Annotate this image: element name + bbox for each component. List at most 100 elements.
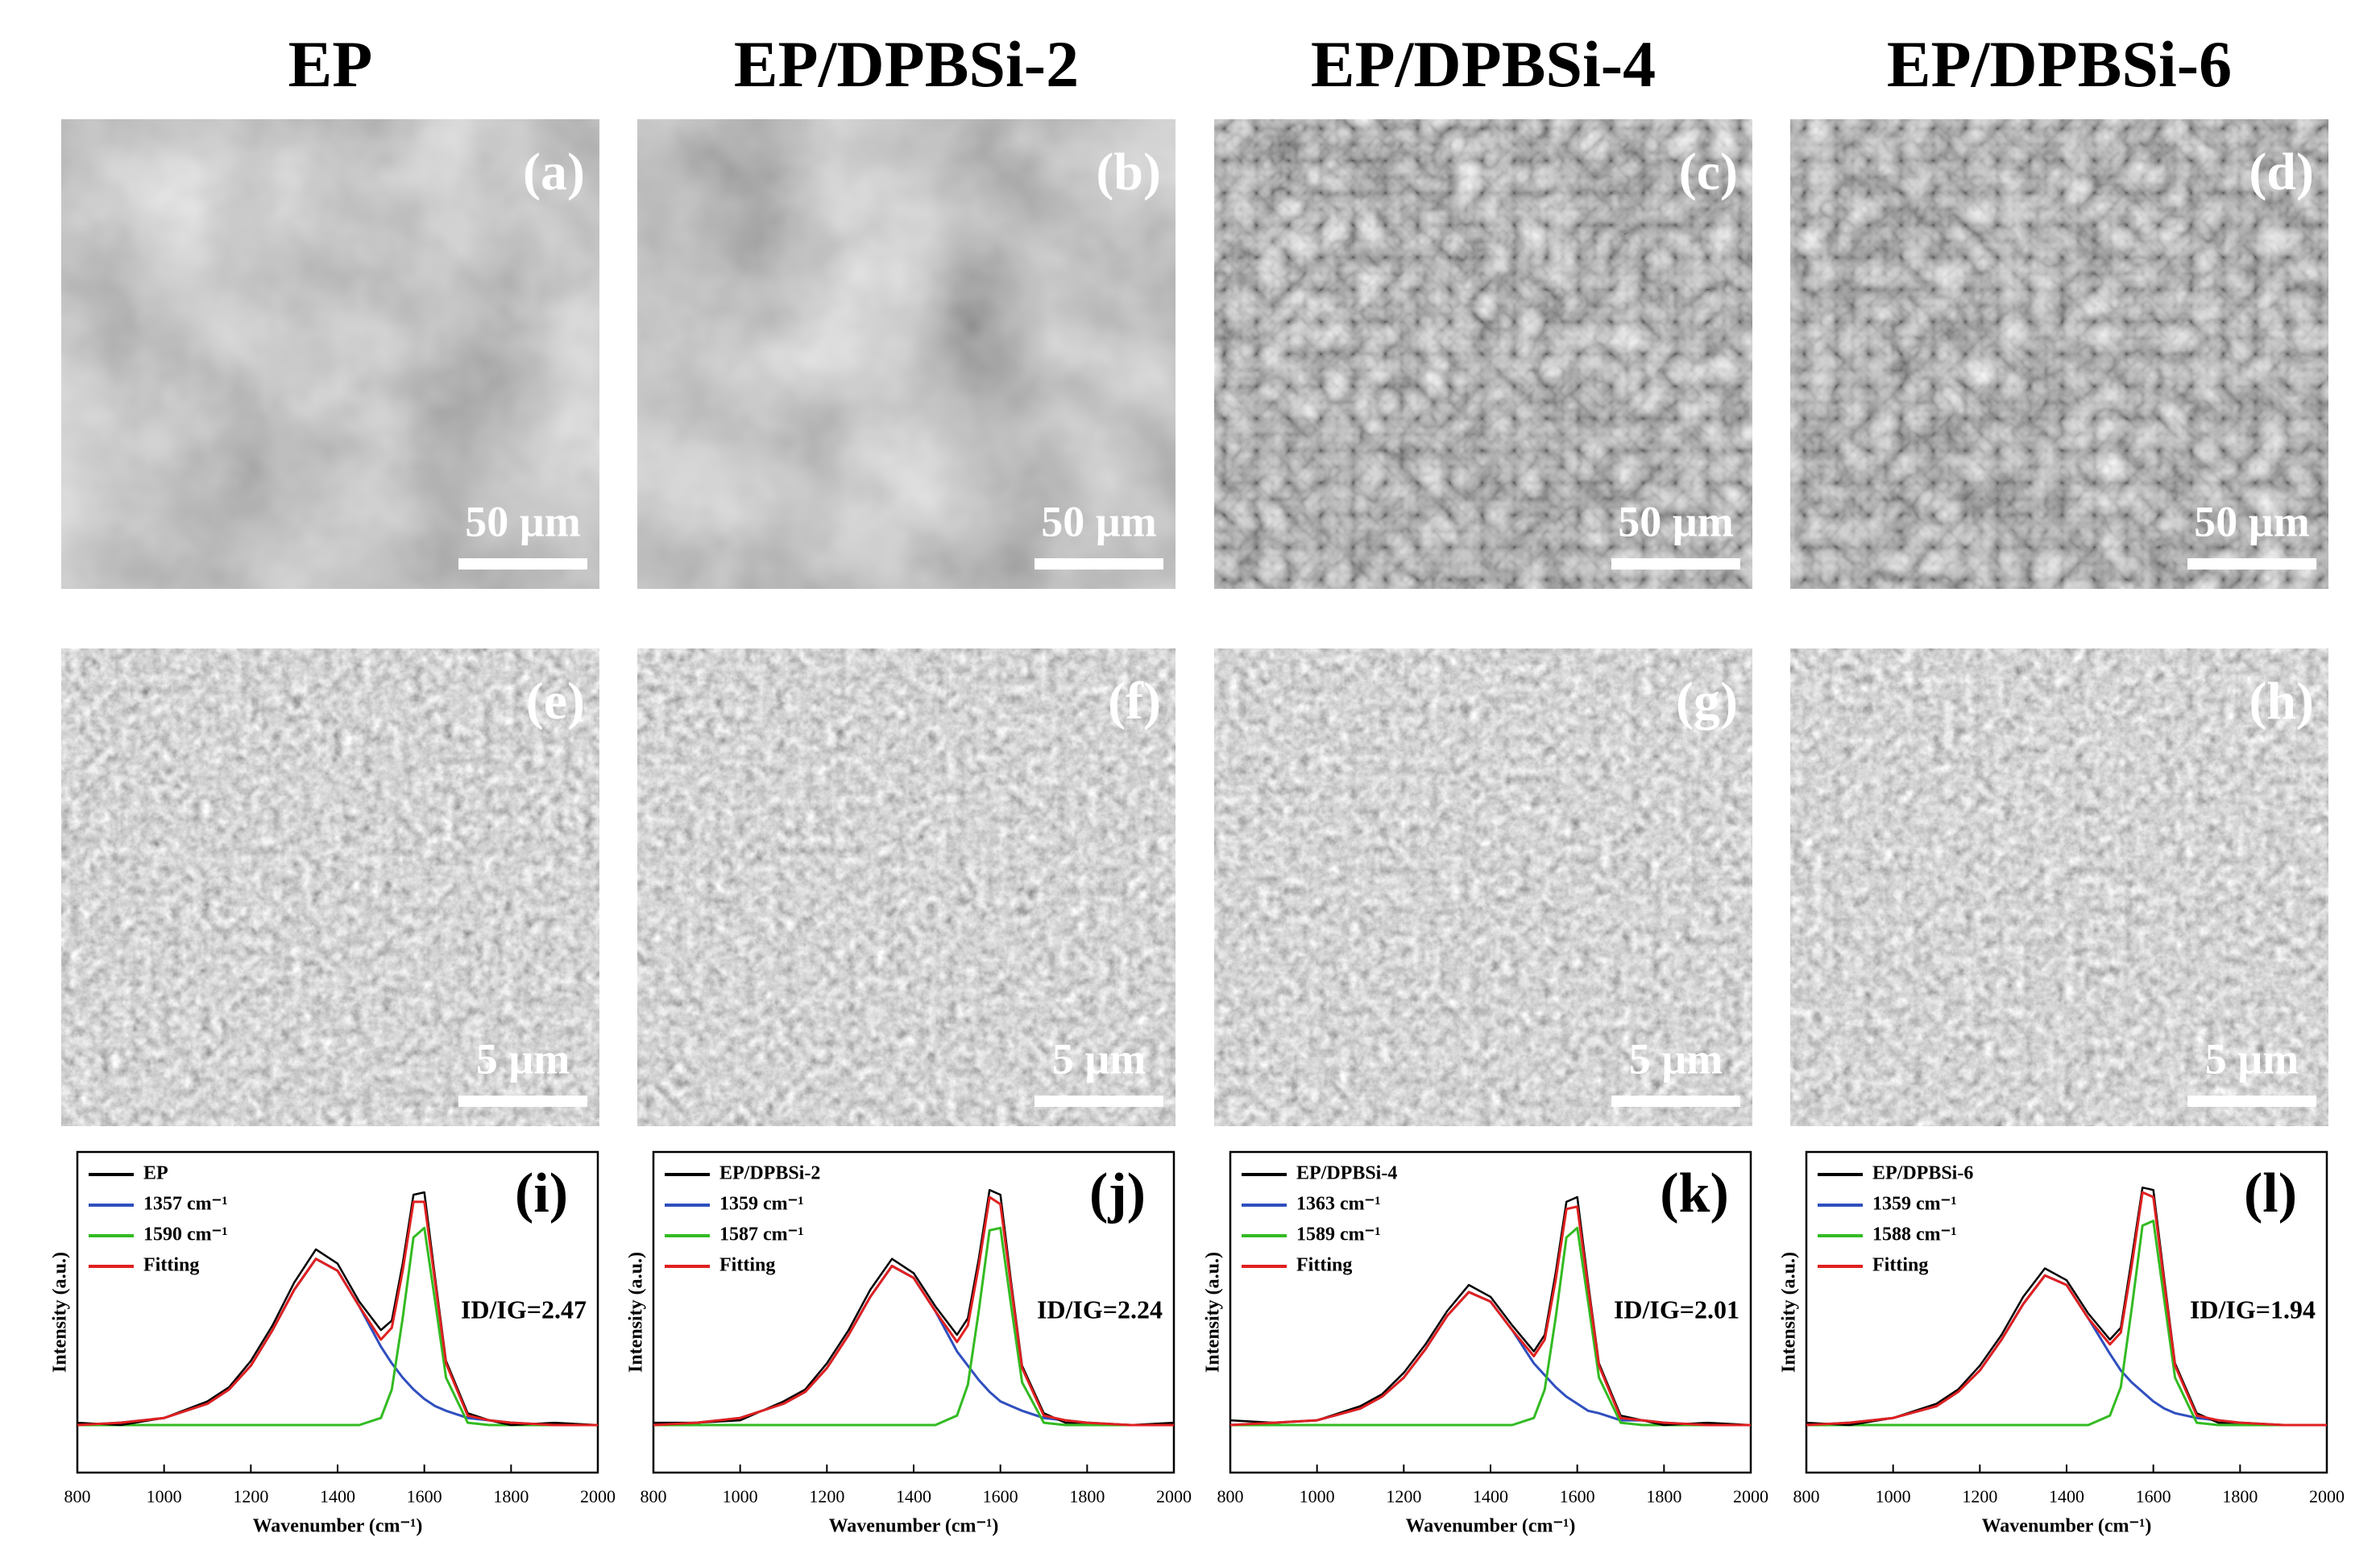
y-axis-label: Intensity (a.u.) — [1779, 1252, 1800, 1373]
x-axis-label: Wavenumber (cm⁻¹) — [1406, 1516, 1576, 1537]
series-line — [1229, 1195, 1752, 1427]
column-title: EP/DPBSi-6 — [1887, 27, 2232, 101]
x-tick-label: 1800 — [493, 1486, 529, 1506]
series-line — [1806, 1191, 2327, 1427]
x-axis-label: Wavenumber (cm⁻¹) — [253, 1516, 423, 1537]
panel-label: (h) — [2249, 672, 2314, 731]
scale-bar-label: 5 µm — [1052, 1034, 1146, 1083]
series-line — [77, 1226, 598, 1427]
x-tick-label: 2000 — [1156, 1486, 1192, 1506]
panel-label: (l) — [2244, 1162, 2297, 1224]
panel-label: (j) — [1089, 1162, 1146, 1224]
legend-label: EP/DPBSi-4 — [1296, 1163, 1397, 1184]
scale-bar — [1611, 558, 1740, 570]
y-axis-label: Intensity (a.u.) — [626, 1252, 647, 1373]
x-tick-label: 1000 — [147, 1486, 182, 1506]
x-tick-label: 1600 — [1560, 1486, 1595, 1506]
sem-image — [1214, 648, 1752, 1126]
y-axis-label: Intensity (a.u.) — [1203, 1252, 1224, 1373]
ratio-annotation: ID/IG=1.94 — [2190, 1295, 2316, 1324]
scale-bar — [1611, 1096, 1740, 1107]
x-tick-label: 1200 — [1386, 1486, 1421, 1506]
ratio-annotation: ID/IG=2.47 — [461, 1295, 587, 1324]
sem-image — [1214, 119, 1752, 589]
x-tick-label: 2000 — [1733, 1486, 1768, 1506]
y-axis-label: Intensity (a.u.) — [50, 1252, 71, 1373]
legend-label: EP/DPBSi-2 — [719, 1163, 820, 1184]
x-tick-label: 1400 — [1473, 1486, 1508, 1506]
sem-image — [61, 119, 599, 589]
series-line — [1229, 1205, 1751, 1427]
panel-label: (b) — [1096, 143, 1161, 201]
x-tick-label: 2000 — [2309, 1486, 2345, 1506]
ratio-annotation: ID/IG=2.01 — [1614, 1295, 1739, 1324]
legend-label: 1590 cm⁻¹ — [143, 1224, 228, 1245]
scale-bar-label: 5 µm — [1629, 1034, 1723, 1083]
sem-image — [61, 648, 599, 1126]
panel-label: (k) — [1660, 1162, 1729, 1224]
legend-label: 1363 cm⁻¹ — [1296, 1194, 1381, 1215]
x-tick-label: 800 — [64, 1486, 91, 1506]
legend-label: 1587 cm⁻¹ — [719, 1224, 804, 1245]
panel-label: (a) — [523, 143, 585, 201]
ratio-annotation: ID/IG=2.24 — [1037, 1295, 1163, 1324]
scale-bar-label: 50 µm — [2194, 497, 2310, 545]
series-line — [653, 1195, 1174, 1427]
legend-label: Fitting — [719, 1255, 775, 1276]
series-line — [77, 1200, 598, 1427]
x-tick-label: 800 — [1793, 1486, 1820, 1506]
x-tick-label: 1200 — [809, 1486, 844, 1506]
x-tick-label: 1600 — [407, 1486, 442, 1506]
scale-bar — [2187, 558, 2316, 570]
legend-label: Fitting — [143, 1255, 199, 1276]
x-tick-label: 1800 — [1646, 1486, 1681, 1506]
x-tick-label: 1600 — [2136, 1486, 2171, 1506]
legend-label: 1359 cm⁻¹ — [1872, 1194, 1957, 1215]
legend-label: 1588 cm⁻¹ — [1872, 1224, 1957, 1245]
legend-label: Fitting — [1872, 1255, 1928, 1276]
x-tick-label: 1000 — [723, 1486, 758, 1506]
panel-label: (g) — [1676, 672, 1738, 731]
panel-label: (i) — [515, 1162, 568, 1224]
scale-bar-label: 5 µm — [2205, 1034, 2299, 1083]
legend-label: Fitting — [1296, 1255, 1352, 1276]
scale-bar — [1035, 1096, 1163, 1107]
legend-label: 1359 cm⁻¹ — [719, 1194, 804, 1215]
x-tick-label: 1200 — [1962, 1486, 1997, 1506]
scale-bar-label: 5 µm — [476, 1034, 570, 1083]
column-title: EP — [288, 27, 373, 101]
x-tick-label: 1400 — [896, 1486, 931, 1506]
legend-label: EP/DPBSi-6 — [1872, 1163, 1973, 1184]
legend-label: EP — [143, 1163, 168, 1184]
series-line — [653, 1226, 1174, 1427]
x-tick-label: 1400 — [2049, 1486, 2084, 1506]
legend-label: 1589 cm⁻¹ — [1296, 1224, 1381, 1245]
x-tick-label: 1400 — [320, 1486, 355, 1506]
scale-bar — [458, 1096, 587, 1107]
x-tick-label: 1000 — [1876, 1486, 1911, 1506]
panel-label: (c) — [1679, 143, 1738, 201]
series-line — [77, 1191, 599, 1427]
sem-image — [637, 119, 1175, 589]
legend-label: 1357 cm⁻¹ — [143, 1194, 228, 1215]
x-axis-label: Wavenumber (cm⁻¹) — [829, 1516, 999, 1537]
x-tick-label: 1600 — [983, 1486, 1018, 1506]
series-line — [1230, 1226, 1751, 1427]
scale-bar — [2187, 1096, 2316, 1107]
sem-image — [1790, 648, 2328, 1126]
x-axis-label: Wavenumber (cm⁻¹) — [1982, 1516, 2152, 1537]
sem-image — [1790, 119, 2328, 589]
series-line — [1806, 1220, 2327, 1427]
x-tick-label: 2000 — [580, 1486, 616, 1506]
scale-bar-label: 50 µm — [1618, 497, 1734, 545]
x-tick-label: 1000 — [1300, 1486, 1335, 1506]
panel-label: (f) — [1108, 672, 1161, 731]
scale-bar-label: 50 µm — [465, 497, 581, 545]
scale-bar — [458, 558, 587, 570]
x-tick-label: 1200 — [233, 1486, 268, 1506]
column-title: EP/DPBSi-4 — [1311, 27, 1656, 101]
x-tick-label: 1800 — [1069, 1486, 1105, 1506]
sem-image — [637, 648, 1175, 1126]
